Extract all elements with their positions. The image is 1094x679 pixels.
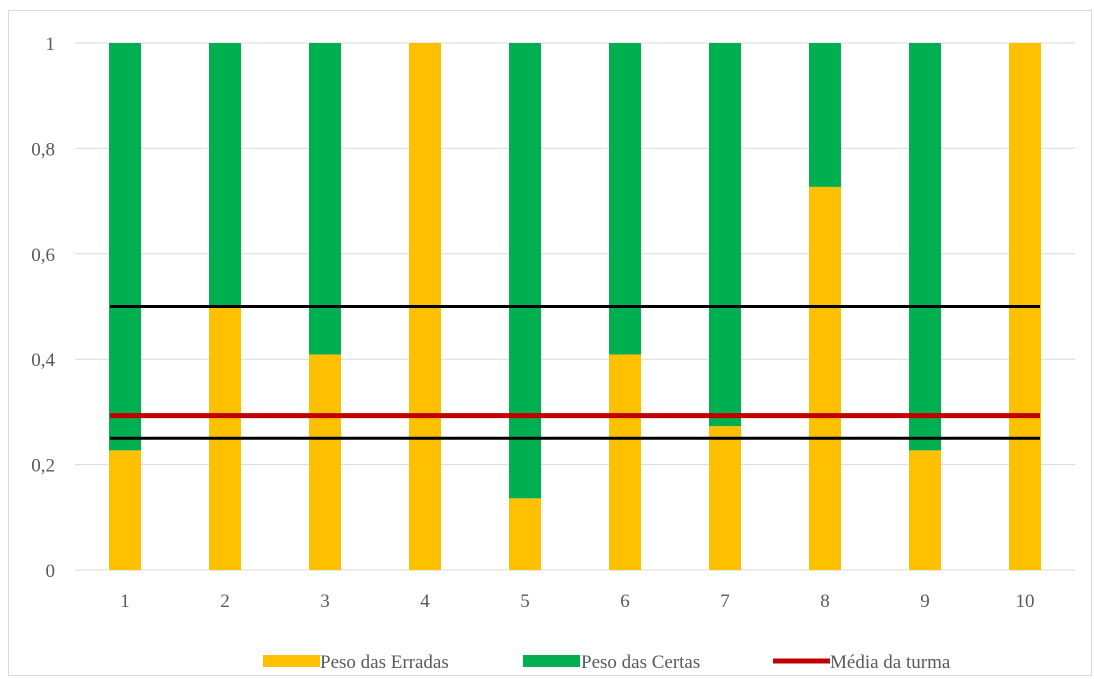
bar-certas — [209, 43, 241, 307]
legend-label: Peso das Erradas — [320, 652, 449, 673]
x-tick-label: 3 — [320, 591, 330, 612]
y-tick-label: 0,6 — [31, 245, 55, 266]
bar-erradas — [809, 186, 841, 570]
bar-certas — [909, 43, 941, 451]
chart-frame — [8, 10, 1092, 676]
bar-erradas — [609, 354, 641, 570]
x-tick-label: 1 — [120, 591, 130, 612]
bar-certas — [609, 43, 641, 355]
bar-certas — [809, 43, 841, 187]
gridlines — [75, 42, 1075, 571]
y-tick-label: 1 — [46, 34, 56, 55]
x-tick-label: 6 — [620, 591, 630, 612]
x-tick-label: 10 — [1016, 591, 1035, 612]
legend-label: Peso das Certas — [581, 652, 700, 673]
bar-certas — [709, 43, 741, 427]
bar-certas — [109, 43, 141, 451]
y-tick-label: 0 — [46, 561, 56, 582]
y-tick-label: 0,2 — [31, 456, 55, 477]
bar-certas — [509, 43, 541, 499]
bar-erradas — [109, 450, 141, 570]
bar-erradas — [509, 498, 541, 570]
y-axis: 0 0,2 0,4 0,6 0,8 1 — [31, 34, 55, 582]
x-tick-label: 4 — [420, 591, 430, 612]
bar-erradas — [909, 450, 941, 570]
x-axis: 1 2 3 4 5 6 7 8 9 10 — [120, 591, 1034, 612]
reference-lines — [110, 305, 1040, 440]
x-tick-label: 9 — [920, 591, 930, 612]
legend-swatch — [263, 655, 320, 667]
y-tick-label: 0,8 — [31, 139, 55, 160]
legend-swatch — [523, 655, 580, 667]
x-tick-label: 7 — [720, 591, 730, 612]
x-tick-label: 8 — [820, 591, 830, 612]
y-tick-label: 0,4 — [31, 350, 55, 371]
bar-erradas — [309, 354, 341, 570]
legend-label: Média da turma — [830, 652, 951, 673]
legend: Peso das Erradas Peso das Certas Média da … — [263, 652, 951, 673]
x-tick-label: 5 — [520, 591, 530, 612]
bar-erradas — [709, 426, 741, 570]
x-tick-label: 2 — [220, 591, 230, 612]
bar-certas — [309, 43, 341, 355]
